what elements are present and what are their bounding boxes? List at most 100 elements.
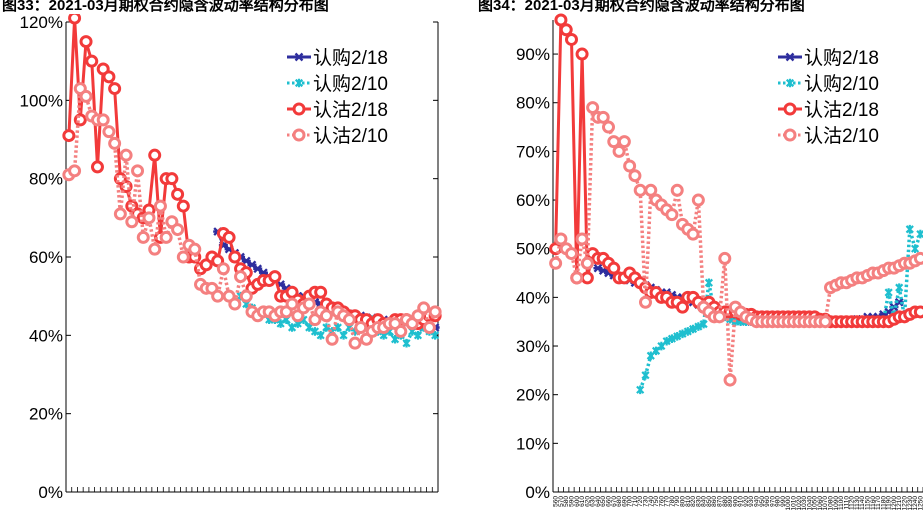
data-point [683,327,692,336]
x-tick-label: 580 [563,496,570,507]
data-point [596,110,610,124]
x-tick-label: 880 [722,496,729,507]
plot-area [62,14,442,350]
y-tick-label: 40% [29,326,63,345]
left-figure-caption: 图33：2021-03月期权合约隐含波动率结构分布图 [2,0,329,14]
legend-marker [292,102,306,116]
data-point [222,230,236,244]
x-tick-label: 810 [685,496,692,507]
y-tick-label: 100% [20,91,63,110]
x-tick-label: 750 [653,496,660,507]
data-point [575,47,589,61]
x-tick-label: 1040 [806,496,813,511]
data-point [575,232,589,246]
y-tick-label: 80% [516,94,550,113]
data-point [108,136,122,150]
x-tick-label: 860 [711,496,718,507]
x-tick-label: 940 [754,496,761,507]
data-point [136,230,150,244]
chart-left: 0% 20% 40% 60% 80% 100% 120% 认购2/18 认购2/10 认沽2/18… [20,13,442,502]
data-point [676,300,689,314]
x-tick-label: 1090 [833,496,840,511]
x-tick-label: 1220 [902,496,909,511]
data-point [125,215,139,229]
legend-label: 认购2/10 [804,73,879,95]
x-tick-label: 1200 [891,496,898,511]
data-point [142,211,156,225]
data-point [159,230,173,244]
data-point [422,321,436,334]
x-tick-label: 1000 [785,496,792,511]
legend-marker [783,128,797,142]
data-point [102,125,116,139]
data-point [354,321,368,334]
x-tick-label: 790 [674,496,681,507]
x-tick-label: 1190 [886,496,893,510]
data-point [79,89,93,103]
data-point [68,164,82,178]
data-point [153,199,167,213]
y-tick-label: 90% [516,45,550,64]
data-point [211,289,225,303]
x-tick-label: 1140 [859,496,866,510]
data-point [431,331,440,340]
data-point [310,327,320,336]
x-tick-label: 710 [632,496,639,507]
data-point [913,251,923,265]
data-point [171,223,185,237]
series-line [553,101,922,381]
y-tick-label: 60% [516,191,550,210]
x-tick-label: 570 [558,496,565,507]
x-tick-label: 560 [553,496,560,507]
data-point [686,227,700,241]
x-tick-label: 960 [764,496,771,507]
data-point [639,295,652,309]
x-tick-label: 590 [569,496,576,507]
data-point [699,319,708,329]
data-point [228,297,242,311]
x-tick-label: 690 [621,496,628,507]
data-point [113,207,127,221]
x-tick-label: 1050 [812,496,819,511]
data-point [549,256,563,270]
y-tick-label: 0% [525,483,550,502]
data-point [85,54,99,68]
legend-label: 认沽2/10 [313,125,388,147]
series-4 [62,82,442,350]
x-tick-label: 840 [701,496,708,507]
data-point [90,160,104,174]
x-tick-label: 1100 [838,496,845,510]
data-point [287,323,297,332]
x-tick-label: 680 [616,496,623,507]
data-point [644,183,658,197]
x-tick-label: 610 [579,496,586,507]
y-tick-label: 120% [20,13,63,32]
data-point [216,262,230,276]
data-point [628,169,642,183]
x-tick-label: 620 [584,496,591,507]
x-tick-label: 600 [574,496,581,507]
data-point [916,229,923,239]
x-tick-label: 770 [664,496,671,507]
y-tick-label: 50% [516,240,550,259]
data-point [131,164,145,178]
legend-label: 认购2/18 [313,47,388,69]
data-point [670,183,684,197]
data-point [148,148,162,162]
x-tick-label: 1170 [875,496,882,510]
x-tick-label: 850 [706,496,713,507]
data-point [348,336,362,350]
legend-marker [294,52,304,62]
data-point [910,244,920,254]
y-tick-label: 0% [38,483,63,502]
data-point [612,144,626,158]
x-tick-label: 1110 [843,496,850,510]
plot-area [549,13,923,395]
x-tick-label: 870 [717,496,724,507]
data-point [607,261,621,275]
x-tick-label: 950 [759,496,766,507]
x-tick-label: 980 [775,496,782,507]
y-tick-label: 40% [516,288,550,307]
x-tick-label: 630 [590,496,597,507]
